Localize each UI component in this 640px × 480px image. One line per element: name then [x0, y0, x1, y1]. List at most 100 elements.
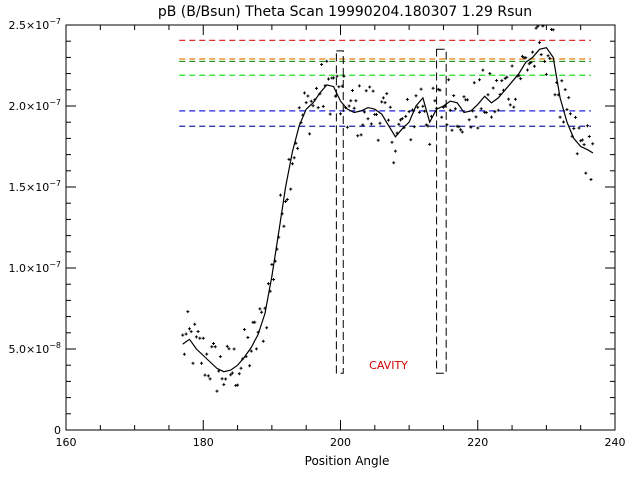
y-tick-exponent: −7	[49, 98, 61, 107]
scatter-point	[417, 110, 421, 114]
scatter-point	[508, 103, 512, 107]
scatter-point	[311, 104, 315, 108]
scatter-point	[476, 126, 480, 130]
scatter-point	[260, 310, 264, 314]
scatter-point	[579, 139, 583, 143]
scatter-point	[563, 88, 567, 92]
x-tick-label: 200	[330, 436, 351, 449]
scatter-point	[531, 50, 535, 54]
reference-lines	[179, 39, 591, 127]
scatter-point	[460, 130, 464, 134]
scatter-point	[495, 79, 499, 82]
scatter-point	[327, 77, 330, 81]
scatter-point	[225, 344, 229, 348]
scatter-point	[503, 76, 507, 80]
scatter-point	[266, 282, 270, 286]
scatter-point	[352, 106, 356, 110]
scatter-point	[248, 364, 252, 368]
scatter-point	[426, 124, 430, 128]
scatter-point	[239, 366, 243, 370]
scatter-point	[222, 383, 226, 387]
scatter-point	[481, 68, 485, 72]
scatter-point	[466, 98, 469, 102]
scatter-point	[212, 342, 215, 345]
scatter-point	[375, 113, 378, 116]
scatter-point	[591, 142, 595, 146]
scatter-point	[431, 86, 435, 90]
data-points	[181, 24, 595, 393]
scatter-point	[351, 89, 354, 92]
scatter-point	[469, 125, 473, 129]
scatter-point	[347, 104, 351, 108]
scatter-point	[385, 92, 389, 96]
smoothed-line	[182, 47, 594, 373]
scatter-point	[304, 101, 308, 105]
scatter-point	[538, 41, 541, 45]
scatter-point	[376, 138, 380, 142]
scatter-point	[412, 125, 416, 129]
scatter-point	[284, 200, 288, 203]
cavity-boxes	[335, 48, 447, 374]
scatter-point	[580, 138, 584, 142]
scatter-point	[409, 138, 413, 142]
scatter-point	[306, 94, 310, 98]
scatter-point	[236, 383, 240, 387]
scatter-point	[215, 389, 219, 393]
y-tick-label: 1.5×10−7	[8, 179, 61, 194]
scatter-point	[577, 126, 581, 130]
scatter-point	[462, 95, 466, 99]
scatter-point	[392, 161, 396, 165]
scatter-point	[532, 64, 536, 68]
scatter-point	[433, 99, 437, 103]
scatter-point	[254, 347, 258, 351]
scatter-point	[450, 128, 454, 132]
scatter-point	[496, 108, 500, 112]
scatter-point	[229, 373, 233, 377]
scatter-point	[196, 330, 200, 333]
scatter-point	[227, 347, 231, 351]
scatter-point	[544, 72, 548, 76]
scatter-point	[261, 339, 265, 343]
y-axis: 0 5.0×10−8 1.0×10−7 1.5×10−7 2.0×10−7 2.5×10−…	[8, 17, 615, 437]
scatter-point	[249, 349, 253, 353]
x-axis: 160 180 200 220 240	[56, 25, 626, 449]
scatter-point	[562, 120, 565, 124]
scatter-point	[297, 106, 301, 110]
scatter-point	[363, 110, 366, 114]
scatter-point	[448, 108, 452, 112]
scatter-point	[524, 56, 528, 60]
y-tick-label: 2.0×10−7	[8, 98, 61, 113]
scatter-point	[381, 96, 385, 100]
scatter-point	[438, 88, 442, 92]
scatter-point	[399, 118, 402, 122]
scatter-point	[514, 97, 517, 101]
scatter-point	[220, 377, 224, 381]
scatter-point	[457, 125, 461, 129]
scatter-point	[265, 326, 269, 330]
scatter-point	[366, 117, 370, 121]
scatter-point	[500, 79, 504, 83]
scatter-point	[459, 128, 463, 132]
scatter-point	[296, 146, 300, 150]
scatter-point	[380, 100, 384, 104]
scatter-point	[339, 112, 342, 116]
scatter-point	[529, 61, 533, 64]
y-tick-exponent: −7	[49, 260, 61, 269]
scatter-point	[565, 108, 569, 111]
scatter-point	[270, 263, 274, 266]
scatter-point	[421, 104, 425, 108]
scatter-point	[393, 149, 397, 153]
scatter-point	[364, 89, 368, 93]
scatter-point	[388, 105, 392, 109]
scatter-point	[405, 97, 409, 101]
scatter-point	[484, 111, 488, 114]
scatter-point	[354, 99, 358, 103]
scatter-point	[242, 328, 246, 331]
scatter-point	[472, 81, 476, 85]
scatter-point	[589, 178, 593, 181]
scatter-point	[200, 361, 203, 365]
scatter-point	[188, 327, 191, 331]
scatter-point	[404, 114, 408, 118]
scatter-point	[423, 109, 427, 113]
